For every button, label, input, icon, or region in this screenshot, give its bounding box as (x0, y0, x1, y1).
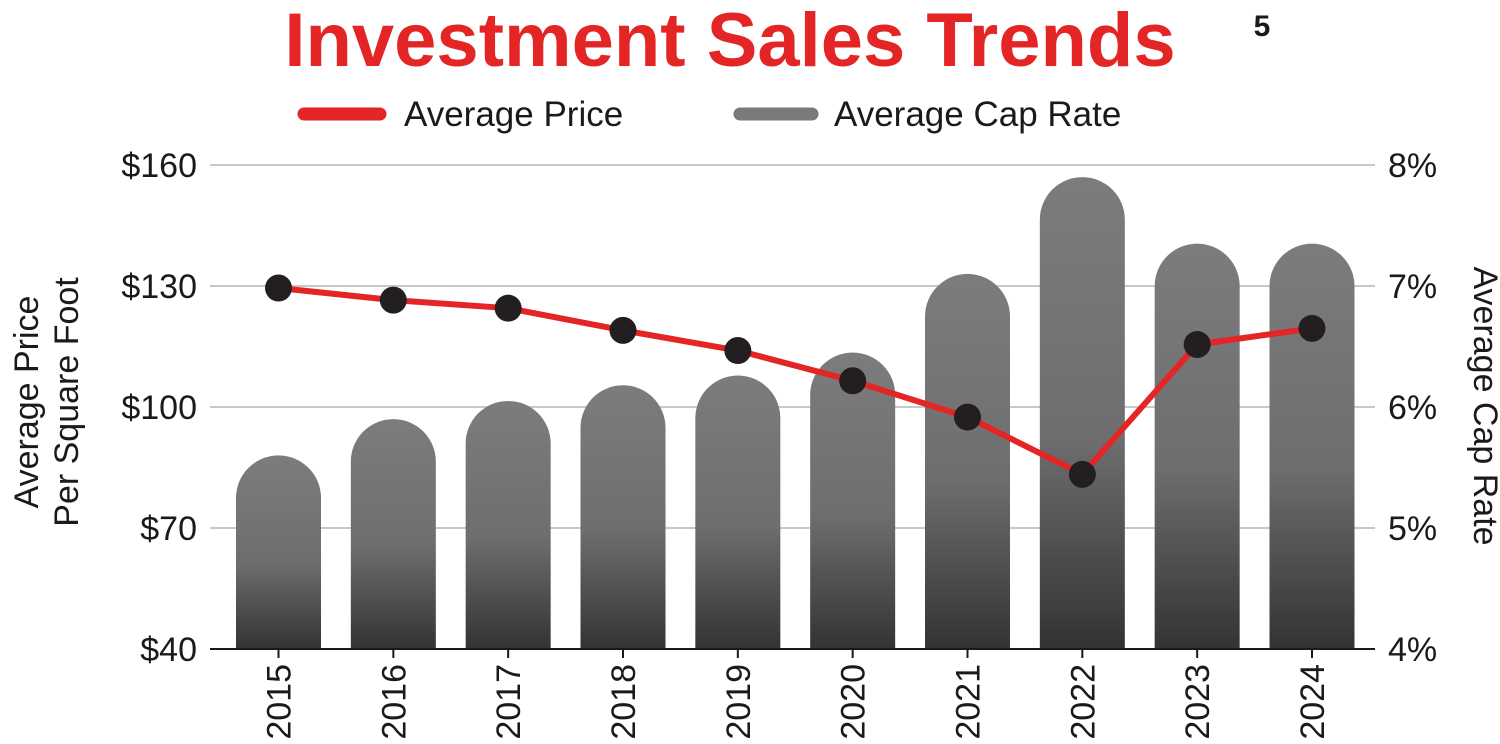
bar-average-cap-rate (1039, 177, 1125, 649)
bar-average-cap-rate (236, 455, 321, 649)
point-average-price (379, 286, 407, 314)
chart-title-superscript: 5 (1254, 10, 1271, 43)
bar-average-cap-rate (695, 375, 781, 649)
y-left-tick-label: $130 (121, 268, 197, 306)
legend-label-average-price: Average Price (404, 95, 623, 134)
bar-average-cap-rate (1154, 243, 1240, 649)
bar-average-cap-rate (925, 273, 1010, 649)
bar-average-cap-rate (580, 385, 666, 649)
bar-layer (236, 177, 1355, 649)
point-average-price (1183, 330, 1211, 358)
bar-average-cap-rate (1269, 243, 1355, 649)
point-average-price (609, 316, 637, 344)
y-left-tick-label: $70 (140, 510, 197, 548)
y-left-tick-label: $160 (121, 147, 197, 185)
bar-average-cap-rate (465, 400, 551, 649)
axis-layer (210, 648, 1375, 658)
x-tick-label: 2015 (261, 664, 299, 740)
point-average-price (724, 337, 752, 365)
legend-label-average-cap-rate: Average Cap Rate (834, 95, 1121, 134)
y-left-tick-label: $100 (121, 389, 197, 427)
x-tick-label: 2016 (375, 664, 413, 740)
point-average-price (1068, 460, 1096, 488)
point-average-price (494, 294, 522, 322)
y-right-tick-label: 7% (1388, 268, 1437, 306)
bar-average-cap-rate (810, 352, 896, 649)
tick-layer: $40 4% $70 5% $100 6% $130 7% $160 8% 2015 2016 2017… (121, 147, 1437, 740)
x-tick-label: 2022 (1064, 664, 1102, 740)
y-right-tick-label: 4% (1388, 631, 1437, 669)
x-tick-label: 2024 (1294, 664, 1332, 740)
y-right-tick-label: 6% (1388, 389, 1437, 427)
y-right-axis-label: Average Cap Rate (1466, 266, 1500, 545)
line-layer (278, 285, 1313, 478)
y-right-tick-label: 5% (1388, 510, 1437, 548)
marker-layer (265, 274, 1326, 488)
bar-average-cap-rate (350, 419, 436, 649)
x-tick-label: 2021 (950, 664, 988, 740)
x-tick-label: 2017 (490, 664, 528, 740)
point-average-price (839, 367, 867, 395)
chart-title: Investment Sales Trends (284, 0, 1175, 83)
x-tick-label: 2023 (1179, 664, 1217, 740)
y-left-axis-label-line2: Per Square Foot (48, 277, 86, 527)
point-average-price (265, 274, 292, 302)
point-average-price (954, 403, 981, 431)
legend: Average Price Average Cap Rate (297, 95, 1121, 134)
x-tick-label: 2020 (835, 664, 873, 740)
line-average-price (278, 285, 1313, 478)
y-left-axis-label-line1: Average Price (8, 296, 46, 509)
x-tick-label: 2019 (720, 664, 758, 740)
y-right-tick-label: 8% (1388, 147, 1437, 185)
point-average-price (1298, 314, 1326, 342)
x-tick-label: 2018 (605, 664, 643, 740)
y-left-tick-label: $40 (140, 631, 197, 669)
